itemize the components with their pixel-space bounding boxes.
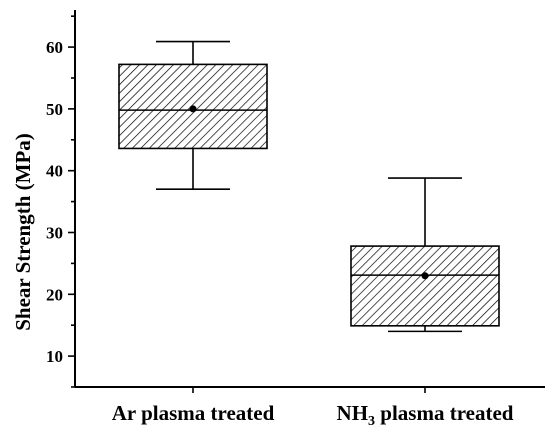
plot-area: 10 20 30 40 50 60 Ar plasma treated NH3 plasma … xyxy=(46,10,545,429)
iqr-box xyxy=(350,245,500,327)
y-axis-title: Shear Strength (MPa) xyxy=(11,133,35,331)
y-tick-label: 50 xyxy=(46,100,63,119)
y-tick-label: 10 xyxy=(46,347,63,366)
x-category-label: NH3 plasma treated xyxy=(337,401,514,429)
mean-marker xyxy=(421,272,429,280)
mean-marker xyxy=(189,105,197,113)
y-tick-label: 30 xyxy=(46,223,63,242)
x-category-label: Ar plasma treated xyxy=(112,401,275,425)
y-tick-label: 20 xyxy=(46,285,63,304)
y-tick-label: 40 xyxy=(46,162,63,181)
y-tick-label: 60 xyxy=(46,38,63,57)
